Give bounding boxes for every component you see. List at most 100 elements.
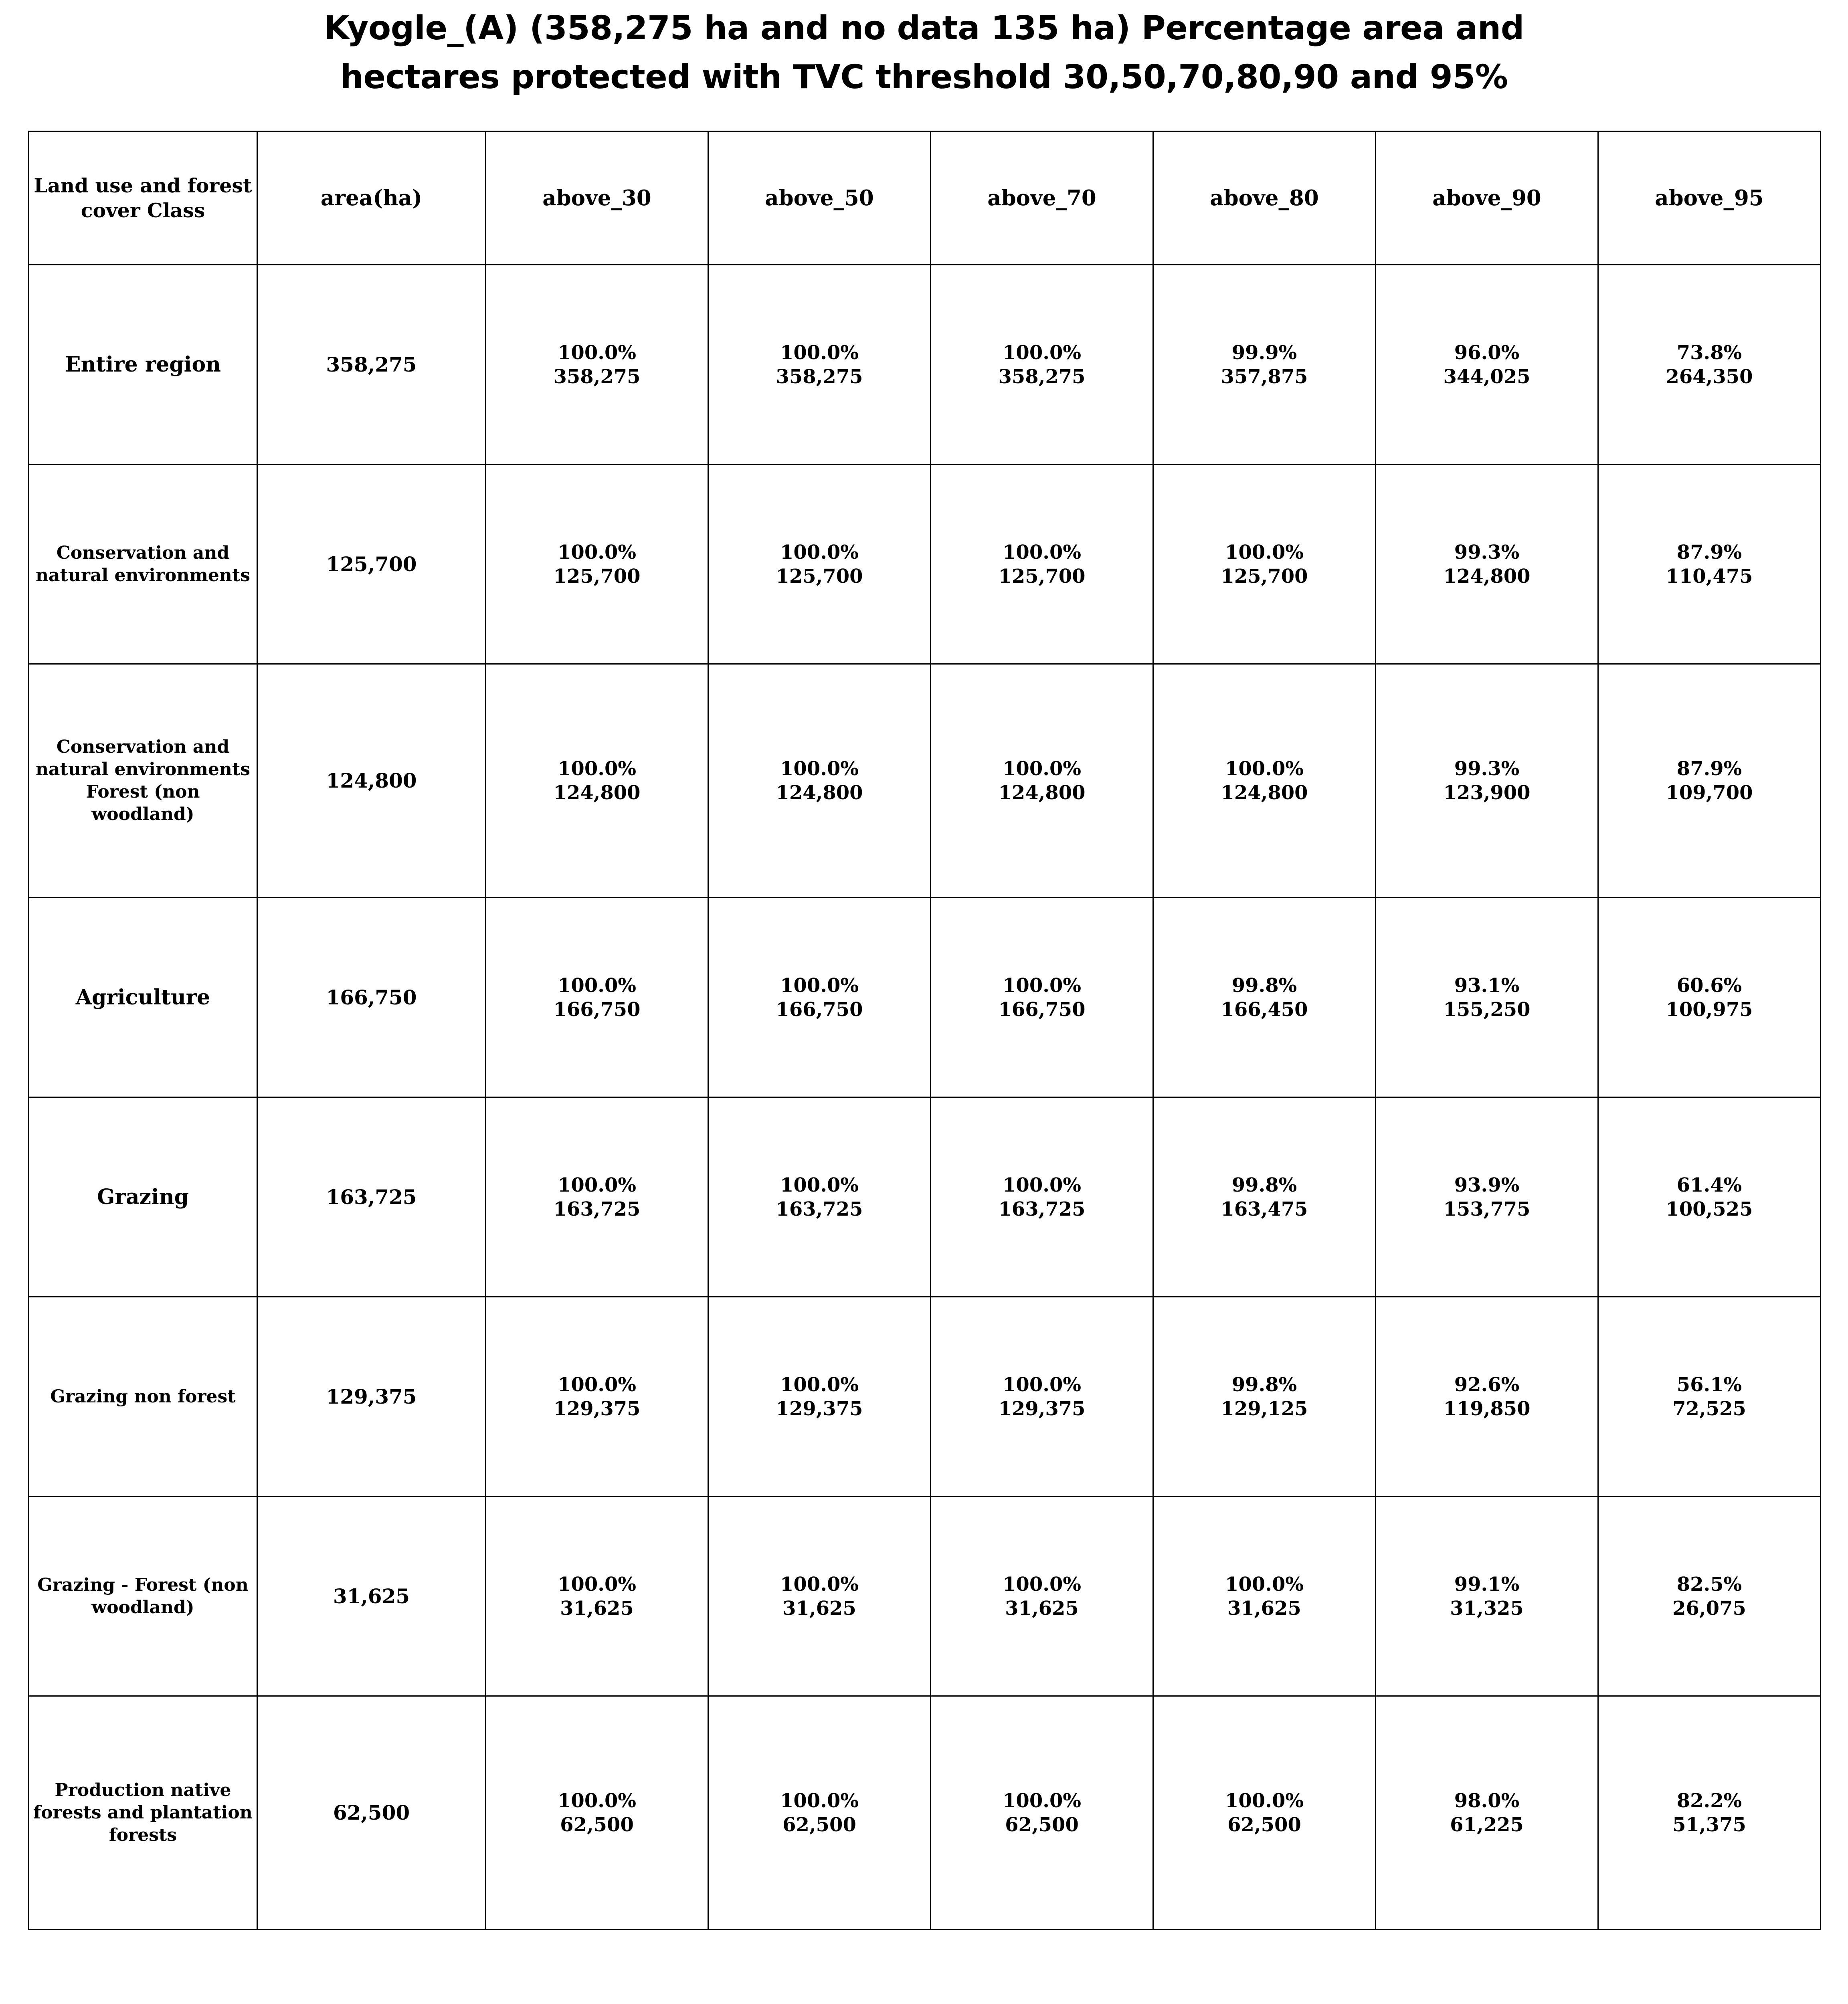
cell-above-80: 100.0% 31,625 xyxy=(1152,1496,1376,1697)
cell-above-50: 100.0% 129,375 xyxy=(708,1296,931,1497)
cell-percent: 100.0% xyxy=(1003,1174,1081,1196)
cell-above-95: 87.9% 110,475 xyxy=(1597,464,1821,665)
cell-percent: 100.0% xyxy=(1003,541,1081,564)
cell-percent: 100.0% xyxy=(558,1174,636,1196)
cell-above-95: 61.4% 100,525 xyxy=(1597,1097,1821,1297)
cell-hectares: 26,075 xyxy=(1672,1597,1746,1620)
cell-above-50: 100.0% 163,725 xyxy=(708,1097,931,1297)
cell-hectares: 62,500 xyxy=(782,1814,856,1836)
cell-above-95: 60.6% 100,975 xyxy=(1597,897,1821,1098)
cell-percent: 100.0% xyxy=(1003,1373,1081,1396)
cell-above-30: 100.0% 358,275 xyxy=(485,264,709,465)
cell-hectares: 155,250 xyxy=(1443,998,1531,1021)
cell-above-90: 98.0% 61,225 xyxy=(1375,1695,1599,1930)
row-label: Conservation and natural environments xyxy=(28,464,258,665)
cell-percent: 92.6% xyxy=(1454,1373,1520,1396)
cell-percent: 100.0% xyxy=(780,974,859,997)
table-body: Entire region 358,275 100.0% 358,275 100.… xyxy=(28,264,1821,1930)
title-line-1: Kyogle_(A) (358,275 ha and no data 135 h… xyxy=(324,9,1524,47)
cell-hectares: 163,725 xyxy=(998,1198,1086,1220)
cell-above-90: 99.3% 124,800 xyxy=(1375,464,1599,665)
cell-percent: 100.0% xyxy=(1003,341,1081,364)
table-row: Grazing 163,725 100.0% 163,725 100.0% 163,… xyxy=(28,1097,1821,1297)
cell-hectares: 62,500 xyxy=(560,1814,634,1836)
column-header-above-30: above_30 xyxy=(485,131,709,265)
cell-area: 163,725 xyxy=(257,1097,486,1297)
cell-hectares: 166,750 xyxy=(776,998,863,1021)
cell-percent: 82.5% xyxy=(1676,1573,1742,1596)
cell-hectares: 124,800 xyxy=(553,782,641,804)
cell-above-80: 100.0% 125,700 xyxy=(1152,464,1376,665)
cell-percent: 100.0% xyxy=(558,758,636,780)
cell-above-70: 100.0% 358,275 xyxy=(930,264,1154,465)
cell-above-70: 100.0% 124,800 xyxy=(930,663,1154,898)
cell-hectares: 100,525 xyxy=(1666,1198,1753,1220)
cell-percent: 100.0% xyxy=(780,1790,859,1812)
cell-hectares: 358,275 xyxy=(776,365,863,388)
row-label: Grazing xyxy=(28,1097,258,1297)
cell-hectares: 109,700 xyxy=(1666,782,1753,804)
cell-above-30: 100.0% 166,750 xyxy=(485,897,709,1098)
table-row: Production native forests and plantation… xyxy=(28,1695,1821,1930)
cell-hectares: 264,350 xyxy=(1666,365,1753,388)
cell-hectares: 119,850 xyxy=(1443,1397,1531,1420)
row-label: Grazing - Forest (non woodland) xyxy=(28,1496,258,1697)
cell-percent: 100.0% xyxy=(1225,1790,1304,1812)
cell-hectares: 51,375 xyxy=(1672,1814,1746,1836)
cell-hectares: 129,375 xyxy=(553,1397,641,1420)
cell-hectares: 166,750 xyxy=(998,998,1086,1021)
cell-above-50: 100.0% 62,500 xyxy=(708,1695,931,1930)
cell-hectares: 100,975 xyxy=(1666,998,1753,1021)
table-row: Agriculture 166,750 100.0% 166,750 100.0%… xyxy=(28,897,1821,1098)
cell-percent: 87.9% xyxy=(1676,758,1742,780)
cell-above-90: 96.0% 344,025 xyxy=(1375,264,1599,465)
cell-hectares: 31,625 xyxy=(560,1597,634,1620)
cell-above-95: 82.2% 51,375 xyxy=(1597,1695,1821,1930)
cell-percent: 98.0% xyxy=(1454,1790,1520,1812)
cell-above-50: 100.0% 358,275 xyxy=(708,264,931,465)
cell-hectares: 31,625 xyxy=(1005,1597,1079,1620)
cell-percent: 99.8% xyxy=(1231,974,1297,997)
cell-percent: 82.2% xyxy=(1676,1790,1742,1812)
table-row: Grazing non forest 129,375 100.0% 129,375… xyxy=(28,1296,1821,1497)
cell-above-70: 100.0% 166,750 xyxy=(930,897,1154,1098)
cell-hectares: 166,450 xyxy=(1221,998,1308,1021)
table-header: Land use and forest cover Class area(ha)… xyxy=(28,131,1821,265)
header-row: Land use and forest cover Class area(ha)… xyxy=(28,131,1821,265)
cell-above-95: 56.1% 72,525 xyxy=(1597,1296,1821,1497)
cell-hectares: 357,875 xyxy=(1221,365,1308,388)
cell-percent: 100.0% xyxy=(558,1373,636,1396)
cell-hectares: 124,800 xyxy=(998,782,1086,804)
cell-hectares: 129,375 xyxy=(998,1397,1086,1420)
row-label: Production native forests and plantation… xyxy=(28,1695,258,1930)
cell-hectares: 62,500 xyxy=(1005,1814,1079,1836)
cell-above-95: 87.9% 109,700 xyxy=(1597,663,1821,898)
cell-hectares: 163,475 xyxy=(1221,1198,1308,1220)
cell-above-80: 99.8% 166,450 xyxy=(1152,897,1376,1098)
cell-area: 31,625 xyxy=(257,1496,486,1697)
cell-above-30: 100.0% 62,500 xyxy=(485,1695,709,1930)
cell-percent: 99.1% xyxy=(1454,1573,1520,1596)
cell-percent: 100.0% xyxy=(780,541,859,564)
cell-above-70: 100.0% 163,725 xyxy=(930,1097,1154,1297)
cell-percent: 61.4% xyxy=(1676,1174,1742,1196)
cell-percent: 100.0% xyxy=(558,1790,636,1812)
cell-above-30: 100.0% 163,725 xyxy=(485,1097,709,1297)
cell-hectares: 31,325 xyxy=(1450,1597,1524,1620)
row-label: Entire region xyxy=(28,264,258,465)
column-header-above-50: above_50 xyxy=(708,131,931,265)
cell-above-90: 92.6% 119,850 xyxy=(1375,1296,1599,1497)
cell-percent: 73.8% xyxy=(1676,341,1742,364)
cell-percent: 99.8% xyxy=(1231,1174,1297,1196)
cell-above-30: 100.0% 31,625 xyxy=(485,1496,709,1697)
cell-above-95: 73.8% 264,350 xyxy=(1597,264,1821,465)
cell-above-70: 100.0% 125,700 xyxy=(930,464,1154,665)
tvc-threshold-table: Land use and forest cover Class area(ha)… xyxy=(28,131,1821,1930)
cell-percent: 100.0% xyxy=(780,758,859,780)
cell-above-30: 100.0% 129,375 xyxy=(485,1296,709,1497)
cell-percent: 93.9% xyxy=(1454,1174,1520,1196)
table-row: Conservation and natural environments 12… xyxy=(28,464,1821,665)
cell-hectares: 153,775 xyxy=(1443,1198,1531,1220)
cell-hectares: 62,500 xyxy=(1227,1814,1301,1836)
cell-hectares: 124,800 xyxy=(1443,565,1531,588)
